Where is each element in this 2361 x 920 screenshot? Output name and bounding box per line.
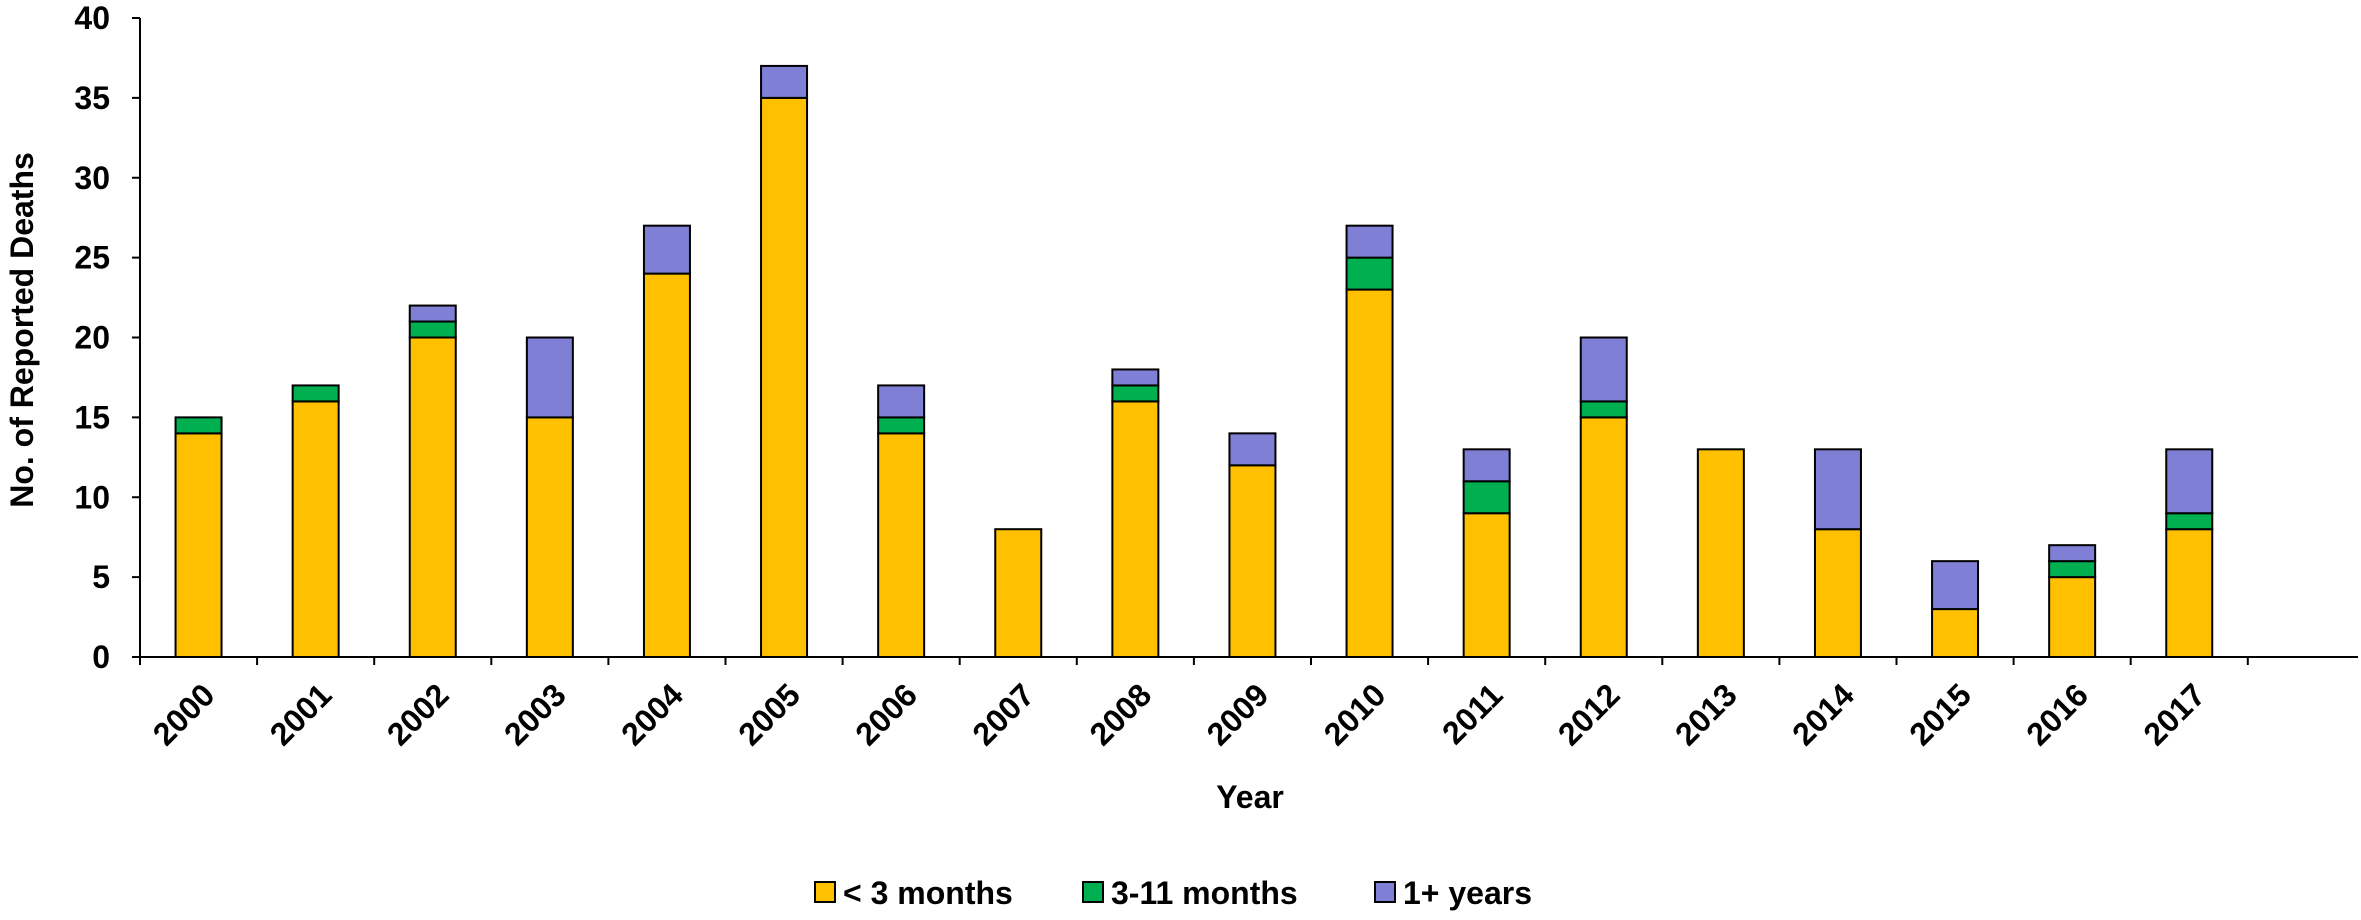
bar-segment-lt3m [174,432,223,658]
x-tick-label: 2015 [1902,676,1978,752]
y-tick-label: 35 [74,80,110,116]
bar-segment-1plus [1345,224,1394,259]
bar-segment-1plus [1111,368,1160,387]
y-tick-label: 40 [74,0,110,36]
bar-segment-1plus [642,224,691,275]
y-axis: 0 5 10 15 20 25 30 35 40 [74,0,141,675]
y-tick-label: 15 [74,399,110,435]
bar-segment-lt3m [642,272,691,658]
bar-segment-lt3m [291,400,340,658]
legend: < 3 months 3-11 months 1+ years [814,875,1532,911]
bar-segment-lt3m [1931,608,1980,659]
bar-segment-lt3m [1579,416,1628,658]
x-tick-label: 2009 [1200,676,1276,752]
bar-segment-3to11m [1111,384,1160,403]
x-tick-label: 2007 [965,676,1041,752]
bar-segment-1plus [877,384,926,419]
bar-segment-1plus [408,304,457,323]
bar-segment-lt3m [525,416,574,658]
bar-segment-lt3m [1462,512,1511,658]
y-axis-title: No. of Reported Deaths [4,152,40,508]
bar-segment-1plus [1462,448,1511,483]
bar-segment-3to11m [2165,512,2214,531]
bar-segment-lt3m [1696,448,1745,659]
legend-label: 3-11 months [1111,875,1298,911]
bar-segment-lt3m [2048,576,2097,658]
bar-segment-lt3m [1813,528,1862,659]
x-tick-label: 2016 [2019,676,2095,752]
bar-segment-lt3m [1228,464,1277,658]
y-tick-label: 10 [74,479,110,515]
y-tick-label: 0 [92,639,110,675]
bar-segment-1plus [1931,560,1980,611]
bar-segment-lt3m [1345,288,1394,658]
x-tick-label: 2017 [2136,676,2212,752]
bar-segment-1plus [1228,432,1277,467]
x-tick-label: 2005 [731,676,807,752]
bar-segment-1plus [760,64,809,99]
x-axis-title: Year [1216,779,1284,815]
x-tick-label: 2002 [380,676,456,752]
bar-segment-1plus [525,336,574,419]
bars [174,64,2214,659]
bar-segment-1plus [2165,448,2214,515]
bar-segment-lt3m [2165,528,2214,659]
bar-segment-3to11m [291,384,340,403]
x-tick-label: 2003 [497,676,573,752]
bar-segment-lt3m [1111,400,1160,658]
legend-swatch [1374,881,1396,903]
legend-swatch [814,881,836,903]
bar-segment-3to11m [1345,256,1394,291]
x-tick-label: 2010 [1317,676,1393,752]
bar-segment-lt3m [760,96,809,658]
bar-segment-lt3m [877,432,926,658]
legend-swatch [1082,881,1104,903]
bar-segment-lt3m [994,528,1043,659]
bar-segment-3to11m [1462,480,1511,515]
bar-segment-3to11m [877,416,926,435]
y-tick-label: 25 [74,240,110,276]
x-tick-label: 2014 [1785,676,1861,752]
bar-segment-1plus [1579,336,1628,403]
bar-segment-1plus [2048,544,2097,563]
x-tick-label: 2012 [1551,676,1627,752]
x-tick-label: 2013 [1668,676,1744,752]
x-tick-label: 2008 [1083,676,1159,752]
x-tick-label: 2006 [848,676,924,752]
x-tick-label: 2011 [1435,676,1510,751]
bar-segment-3to11m [408,320,457,339]
bar-segment-3to11m [1579,400,1628,419]
bar-segment-1plus [1813,448,1862,531]
y-tick-label: 20 [74,320,110,356]
x-axis: 2000 2001 2002 2003 2004 2005 2006 2007 2008 2009… [139,656,2358,752]
bar-segment-3to11m [2048,560,2097,579]
y-tick-label: 5 [92,559,110,595]
y-tick-label: 30 [74,160,110,196]
x-tick-label: 2004 [614,676,690,752]
legend-label: < 3 months [843,875,1013,911]
x-tick-label: 2001 [263,676,339,752]
legend-label: 1+ years [1403,875,1532,911]
bar-segment-lt3m [408,336,457,658]
x-tick-label: 2000 [146,676,222,752]
bar-segment-3to11m [174,416,223,435]
